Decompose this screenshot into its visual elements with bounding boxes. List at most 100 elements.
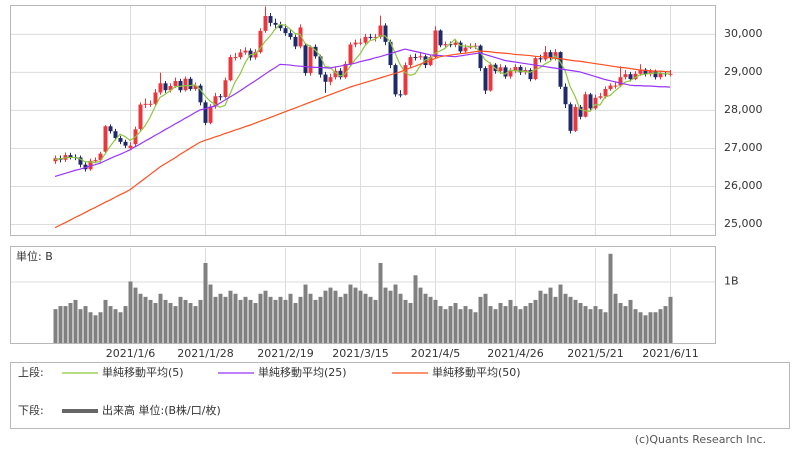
candle-body [398, 94, 403, 96]
candle-body [358, 42, 363, 44]
volume-bar [173, 306, 178, 343]
legend-upper-title: 上段: [18, 365, 44, 379]
volume-bar [243, 296, 248, 343]
volume-bar [118, 312, 123, 343]
volume-bar [508, 299, 513, 343]
volume-bar [593, 306, 598, 343]
candle-body [563, 86, 568, 105]
candle-body [548, 52, 553, 59]
candle-body [148, 103, 153, 105]
volume-bar [193, 306, 198, 343]
volume-bar [558, 284, 563, 343]
volume-bar [413, 275, 418, 343]
candle-body [308, 46, 313, 74]
candle-body [438, 30, 443, 46]
candle-body [98, 153, 103, 161]
candle-body [453, 42, 458, 45]
volume-bar [493, 309, 498, 343]
volume-bar [528, 303, 533, 343]
volume-bar [543, 293, 548, 343]
volume-bar [188, 303, 193, 343]
candle-body [373, 36, 378, 38]
x-tick-label: 2021/5/21 [567, 347, 623, 360]
candle-body [433, 30, 438, 58]
candle-body [413, 57, 418, 59]
volume-bar [363, 293, 368, 343]
candle-body [528, 70, 533, 80]
volume-bar [453, 303, 458, 343]
volume-bar [368, 296, 373, 343]
candle-body [628, 74, 633, 80]
y-tick-label: 25,000 [724, 217, 763, 230]
candle-body [233, 57, 238, 59]
volume-bar [358, 290, 363, 343]
legend-volume-label: 出来高 単位:(B株/口/枚) [102, 403, 221, 417]
volume-bar [438, 306, 443, 343]
volume-bar [103, 299, 108, 343]
volume-bar [223, 296, 228, 343]
volume-bar [538, 290, 543, 343]
candle-body [203, 102, 208, 123]
volume-bar [503, 306, 508, 343]
volume-bar [498, 303, 503, 343]
candle-body [488, 64, 493, 91]
candle-body [328, 77, 333, 82]
volume-bar [403, 299, 408, 343]
volume-bar [203, 263, 208, 343]
moving-average-line [54, 23, 670, 163]
candle-body [228, 57, 233, 81]
x-tick-label: 2021/1/6 [106, 347, 155, 360]
x-tick-label: 2021/3/15 [332, 347, 388, 360]
candle-body [643, 69, 648, 75]
candle-body [223, 80, 228, 97]
volume-bar [443, 309, 448, 343]
candle-body [658, 73, 663, 78]
candle-body [348, 44, 353, 64]
candle-body [448, 44, 453, 46]
volume-bar [158, 293, 163, 343]
candle-body [153, 92, 158, 104]
volume-bar [583, 306, 588, 343]
volume-bar [473, 312, 478, 343]
candle-body [353, 42, 358, 45]
y-tick-label: 1B [724, 274, 739, 287]
volume-bar [663, 306, 668, 343]
volume-bar [213, 296, 218, 343]
volume-bar [183, 299, 188, 343]
candle-body [268, 16, 273, 23]
volume-bar [343, 293, 348, 343]
candle-body [78, 157, 83, 165]
volume-bar [133, 287, 138, 343]
volume-bar [483, 293, 488, 343]
moving-average-line [54, 50, 671, 229]
y-tick-label: 29,000 [724, 65, 763, 78]
candle-body [173, 81, 178, 86]
legend-label: 単純移動平均(25) [258, 365, 347, 379]
volume-bar [318, 296, 323, 343]
candle-body [478, 45, 483, 69]
moving-average-line [54, 48, 671, 178]
candle-body [198, 85, 203, 103]
candle-body [188, 78, 193, 90]
volume-bar [63, 306, 68, 343]
candle-body [583, 94, 588, 117]
legend-box [10, 362, 790, 429]
volume-bar [328, 287, 333, 343]
volume-bar [268, 296, 273, 343]
x-tick-label: 2021/6/11 [642, 347, 698, 360]
volume-bar [423, 293, 428, 343]
volume-bar [578, 303, 583, 343]
candle-body [208, 106, 213, 123]
volume-bar [568, 296, 573, 343]
candle-body [293, 36, 298, 47]
candle-body [403, 65, 408, 95]
volume-bar [393, 284, 398, 343]
volume-bar [208, 284, 213, 343]
candle-body [498, 67, 503, 72]
volume-bar [138, 293, 143, 343]
volume-bar [463, 306, 468, 343]
volume-bar [433, 299, 438, 343]
volume-bar [468, 309, 473, 343]
y-tick-label: 30,000 [724, 27, 763, 40]
candle-body [638, 69, 643, 74]
